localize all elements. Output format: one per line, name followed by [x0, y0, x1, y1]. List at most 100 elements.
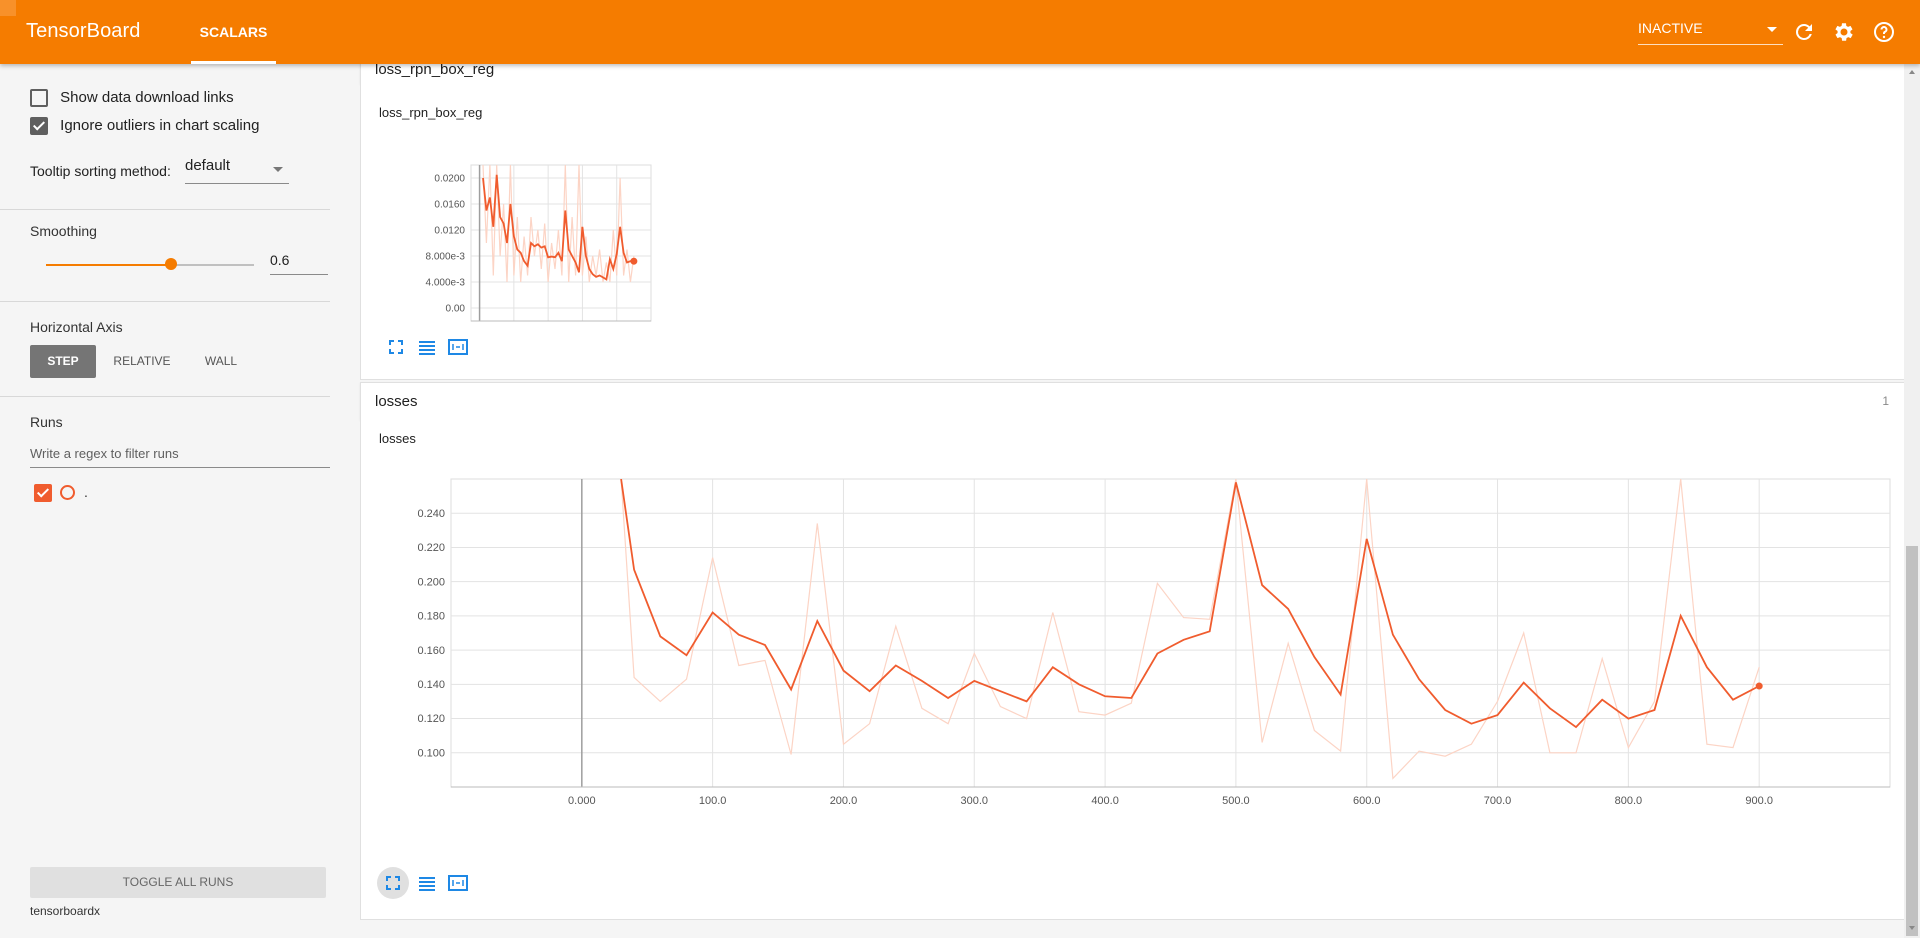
x-tick-label: 400.0 [1091, 795, 1119, 807]
y-tick-label: 0.240 [417, 508, 445, 520]
pane-name: loss_rpn_box_reg [375, 61, 495, 78]
x-tick-label: 0.000 [568, 795, 596, 807]
reload-button[interactable] [1792, 20, 1816, 44]
y-tick-label: 4.000e-3 [426, 277, 466, 288]
raw-series-line [620, 479, 1760, 780]
axis-step-button[interactable]: STEP [30, 345, 96, 378]
ignore-outliers-option[interactable]: Ignore outliers in chart scaling [30, 117, 260, 136]
settings-button[interactable] [1832, 20, 1856, 44]
scrollbar-thumb[interactable] [1906, 546, 1918, 936]
chart-card-title: losses [379, 431, 416, 446]
fullscreen-icon [386, 876, 400, 890]
y-tick-label: 0.220 [417, 542, 445, 554]
y-tick-label: 0.0200 [434, 173, 465, 184]
y-tick-label: 0.0160 [434, 199, 465, 210]
gear-icon [1835, 23, 1853, 41]
horizontal-axis-title: Horizontal Axis [30, 319, 123, 335]
pane-header-losses[interactable]: losses 1 [360, 382, 1910, 420]
toggle-all-runs-button[interactable]: TOGGLE ALL RUNS [30, 867, 326, 898]
run-color-circle [60, 485, 75, 500]
list-icon [419, 877, 435, 891]
chart-losses[interactable]: 0.100 0.120 0.140 0.160 0.180 0.200 0.220 0.240… [361, 449, 1909, 869]
smoothing-slider-fill [46, 264, 171, 266]
run-name[interactable]: . [84, 484, 88, 500]
page-scrollbar[interactable] [1904, 64, 1920, 938]
sidebar-divider [0, 209, 330, 210]
tooltip-sorting-row: Tooltip sorting method: [30, 163, 171, 179]
main-content: loss_rpn_box_reg loss_rpn_box_reg 0.00 4.… [347, 48, 1920, 938]
help-icon [1874, 22, 1894, 42]
refresh-icon [1796, 24, 1812, 40]
y-tick-label: 0.0120 [434, 225, 465, 236]
download-links-label: Show data download links [60, 89, 234, 106]
toggle-log-scale-button[interactable] [416, 336, 438, 358]
inactive-select-label: INACTIVE [1638, 20, 1703, 36]
ignore-outliers-label: Ignore outliers in chart scaling [60, 117, 260, 134]
smoothing-slider-knob[interactable] [164, 258, 177, 270]
tab-active-indicator [191, 61, 276, 64]
list-icon [419, 341, 435, 355]
fit-domain-button[interactable] [447, 336, 469, 358]
sidebar: Show data download links Ignore outliers… [0, 64, 347, 938]
pane-body-losses: losses 0.100 0.120 0.140 0.160 0.180 0.200 0.2… [360, 419, 1910, 920]
axis-relative-button[interactable]: RELATIVE [113, 354, 171, 368]
y-tick-label: 8.000e-3 [426, 251, 466, 262]
fit-domain-button[interactable] [447, 872, 469, 894]
ignore-outliers-checkbox[interactable] [30, 117, 48, 136]
sidebar-divider [0, 301, 330, 302]
x-tick-label: 600.0 [1353, 795, 1381, 807]
tab-scalars[interactable]: SCALARS [199, 24, 268, 40]
x-tick-label: 900.0 [1745, 795, 1773, 807]
toggle-log-scale-button[interactable] [416, 872, 438, 894]
x-tick-label: 300.0 [961, 795, 989, 807]
y-tick-label: 0.180 [417, 611, 445, 623]
pane-name: losses [375, 393, 418, 410]
corner-mark [0, 0, 16, 16]
smoothing-value-input[interactable]: 0.6 [270, 252, 328, 275]
tooltip-sorting-value: default [185, 157, 231, 174]
y-tick-label: 0.140 [417, 679, 445, 691]
download-links-option[interactable]: Show data download links [30, 89, 234, 108]
help-button[interactable] [1872, 20, 1896, 44]
chevron-down-icon [1767, 27, 1777, 32]
x-tick-label: 100.0 [699, 795, 727, 807]
app-title: TensorBoard [26, 20, 141, 42]
download-links-checkbox[interactable] [30, 89, 48, 108]
pane-body-loss-rpn-box-reg: loss_rpn_box_reg 0.00 4.000e-3 8.000e-3 0.0… [360, 83, 1910, 380]
y-tick-label: 0.120 [417, 713, 445, 725]
y-tick-label: 0.160 [417, 645, 445, 657]
smoothing-slider[interactable] [46, 258, 254, 270]
series-end-marker [630, 257, 638, 265]
expand-chart-button[interactable] [377, 867, 409, 899]
chart-loss-rpn-box-reg[interactable]: 0.004.000e-38.000e-30.01200.01600.02000.… [361, 123, 701, 323]
tooltip-sorting-select[interactable]: default [185, 157, 289, 184]
fit-to-data-icon [448, 339, 468, 355]
smoothed-series-line [620, 479, 1760, 729]
expand-chart-button[interactable] [385, 336, 407, 358]
top-app-bar: TensorBoard SCALARS INACTIVE [0, 0, 1920, 64]
fullscreen-icon [389, 340, 403, 354]
runs-title: Runs [30, 414, 63, 430]
fit-to-data-icon [448, 875, 468, 891]
series-end-marker [1755, 682, 1763, 690]
inactive-plugin-select[interactable]: INACTIVE [1638, 20, 1783, 45]
y-tick-label: 0.200 [417, 576, 445, 588]
x-tick-label: 200.0 [830, 795, 858, 807]
smoothed-series-line [482, 174, 634, 281]
axis-wall-button[interactable]: WALL [204, 354, 238, 368]
raw-series-line [482, 165, 635, 283]
x-tick-label: 500.0 [1222, 795, 1250, 807]
scroll-down-icon[interactable] [1909, 926, 1915, 930]
run-checkbox[interactable] [34, 484, 52, 502]
pane-chart-count: 1 [1882, 394, 1889, 408]
chevron-down-icon [273, 167, 283, 172]
y-tick-label: 0.100 [417, 747, 445, 759]
y-tick-label: 0.00 [446, 303, 466, 314]
data-location-text: tensorboardx [30, 904, 101, 918]
scroll-up-icon[interactable] [1909, 70, 1915, 74]
chart-card-title: loss_rpn_box_reg [379, 105, 483, 120]
plot-area [450, 478, 1891, 788]
runs-filter-input[interactable]: Write a regex to filter runs [30, 446, 330, 468]
x-tick-label: 700.0 [1484, 795, 1512, 807]
tooltip-sorting-label: Tooltip sorting method: [30, 163, 171, 179]
